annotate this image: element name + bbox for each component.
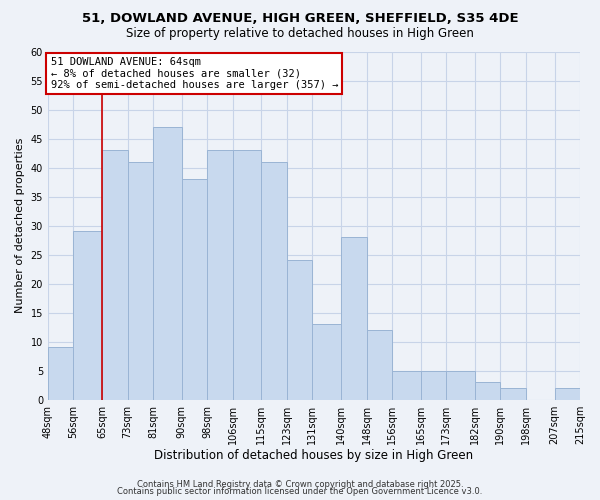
Bar xyxy=(446,370,475,400)
Bar xyxy=(73,232,102,400)
Text: 51, DOWLAND AVENUE, HIGH GREEN, SHEFFIELD, S35 4DE: 51, DOWLAND AVENUE, HIGH GREEN, SHEFFIEL… xyxy=(82,12,518,26)
Bar xyxy=(554,388,580,400)
Bar xyxy=(421,370,446,400)
Bar xyxy=(153,127,182,400)
Bar xyxy=(182,179,207,400)
Bar xyxy=(287,260,313,400)
Text: 51 DOWLAND AVENUE: 64sqm
← 8% of detached houses are smaller (32)
92% of semi-de: 51 DOWLAND AVENUE: 64sqm ← 8% of detache… xyxy=(50,56,338,90)
Bar xyxy=(262,162,287,400)
Bar xyxy=(313,324,341,400)
Bar xyxy=(233,150,262,400)
Bar xyxy=(500,388,526,400)
Text: Contains HM Land Registry data © Crown copyright and database right 2025.: Contains HM Land Registry data © Crown c… xyxy=(137,480,463,489)
Bar xyxy=(475,382,500,400)
Bar xyxy=(341,237,367,400)
Bar xyxy=(367,330,392,400)
Y-axis label: Number of detached properties: Number of detached properties xyxy=(15,138,25,314)
Bar xyxy=(102,150,128,400)
X-axis label: Distribution of detached houses by size in High Green: Distribution of detached houses by size … xyxy=(154,450,473,462)
Bar xyxy=(207,150,233,400)
Text: Size of property relative to detached houses in High Green: Size of property relative to detached ho… xyxy=(126,28,474,40)
Text: Contains public sector information licensed under the Open Government Licence v3: Contains public sector information licen… xyxy=(118,488,482,496)
Bar xyxy=(48,348,73,400)
Bar xyxy=(392,370,421,400)
Bar xyxy=(128,162,153,400)
